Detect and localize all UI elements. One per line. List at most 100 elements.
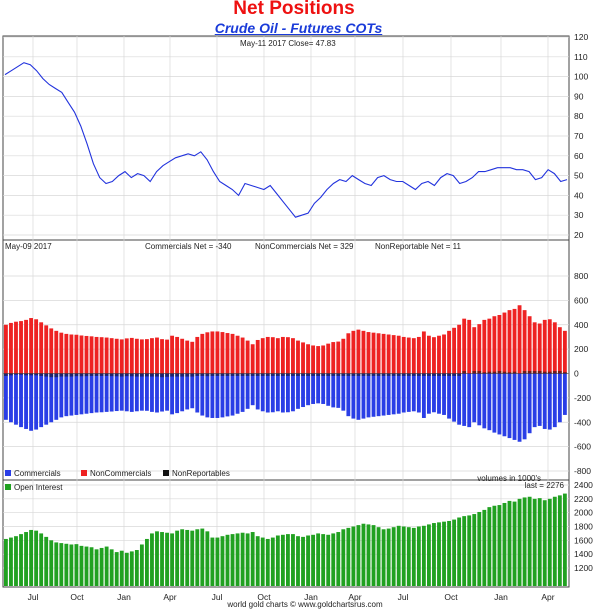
price-y-tick-label: 40 <box>574 190 584 200</box>
open-interest-bar <box>170 533 175 586</box>
commercials-bar <box>114 373 119 412</box>
open-interest-bar <box>356 525 361 586</box>
nonreportables-bar <box>532 371 537 374</box>
noncommercials-bar <box>457 324 462 374</box>
open-interest-bar <box>557 495 562 587</box>
commercials-bar <box>160 373 164 412</box>
noncommercials-bar <box>542 319 547 374</box>
nonreportables-bar <box>255 373 260 376</box>
commercials-bar <box>9 373 13 423</box>
noncommercials-bar <box>180 338 185 374</box>
nonreportables-bar <box>432 373 436 376</box>
noncommercials-bar <box>336 341 341 374</box>
price-panel-frame <box>2 35 570 241</box>
noncommercials-bar <box>452 327 457 374</box>
commercials-bar <box>104 373 109 412</box>
nonreportables-bar <box>195 373 200 376</box>
noncommercials-bar <box>477 324 482 374</box>
nonreportables-bar <box>39 373 44 376</box>
commercials-bar <box>542 373 547 429</box>
noncommercials-bar <box>250 344 255 374</box>
nonreportables-bar <box>265 373 270 376</box>
commercials-bar <box>210 373 215 418</box>
nonreportables-bar <box>4 373 8 376</box>
commercials-bar <box>396 373 401 414</box>
oi-y-tick-label: 1800 <box>574 522 593 532</box>
nonreportables-bar <box>180 373 185 377</box>
open-interest-bar <box>114 552 119 586</box>
commercials-bar <box>230 373 235 416</box>
nonreportables-bar <box>462 371 467 374</box>
commercials-bar <box>487 373 492 431</box>
commercials-bar <box>129 373 134 412</box>
open-interest-bar <box>507 500 512 586</box>
commercials-bar <box>150 373 154 412</box>
commercials-bar <box>215 373 220 418</box>
noncommercials-bar <box>84 335 89 374</box>
nonreportables-bar <box>502 371 507 374</box>
commercials-bar <box>124 373 129 412</box>
open-interest-bar <box>547 498 552 586</box>
noncommercials-bar <box>29 318 34 374</box>
open-interest-bar <box>260 537 265 586</box>
commercials-bar <box>547 373 552 430</box>
x-tick-label: Apr <box>348 592 361 602</box>
noncommercials-bar <box>356 329 361 374</box>
price-y-tick-label: 80 <box>574 111 584 121</box>
open-interest-bar <box>185 529 190 586</box>
axes: Jul Oct Jan Apr Jul Oct Jan Apr Jul Oct Jan Apr 20 30… <box>28 32 594 602</box>
oi-panel-frame <box>2 479 570 588</box>
open-interest-bar <box>396 525 401 586</box>
x-tick-label: Oct <box>70 592 84 602</box>
net-date-label: May-09 2017 <box>5 242 52 251</box>
chart-title: Net Positions <box>233 0 355 19</box>
open-interest-bar <box>119 550 124 586</box>
noncommercials-bar <box>109 338 114 374</box>
open-interest-bar <box>562 493 567 586</box>
nonreportables-bar <box>59 373 64 377</box>
nonreportables-bar <box>492 371 497 374</box>
commercials-bar <box>472 373 477 423</box>
nonreportables-bar <box>114 373 119 377</box>
noncommercials-bar <box>562 330 567 374</box>
nonreportables-bar <box>296 373 300 376</box>
noncommercials-bar <box>346 333 351 374</box>
commercials-bar <box>356 373 361 420</box>
noncommercials-bar <box>361 330 366 374</box>
open-interest-bar <box>89 547 94 586</box>
open-interest-bar <box>210 537 215 586</box>
commercials-bar <box>255 373 260 410</box>
commercials-bar <box>321 373 326 404</box>
open-interest-bar <box>215 537 220 586</box>
nonreportables-bar <box>562 372 567 374</box>
noncommercials-bar <box>170 335 175 374</box>
net-positions-panel <box>3 305 569 442</box>
commercials-bar <box>205 373 210 418</box>
open-interest-bar <box>44 536 49 587</box>
noncommercials-bar <box>260 338 265 374</box>
noncommercials-bar <box>54 330 59 374</box>
commercials-bar <box>270 373 275 413</box>
commercials-bar <box>74 373 79 415</box>
commercials-bar <box>275 373 280 412</box>
noncommercials-bar <box>9 322 13 374</box>
price-y-tick-label: 20 <box>574 230 584 240</box>
commercials-bar <box>190 373 195 409</box>
commercials-bar <box>467 373 472 428</box>
noncommercials-bar <box>94 336 99 374</box>
oi-y-tick-label: 1200 <box>574 563 593 573</box>
open-interest-bar <box>336 532 341 586</box>
noncommercials-bar <box>160 339 164 374</box>
noncommercials-bar <box>220 332 225 374</box>
open-interest-bar <box>406 527 411 586</box>
net-y-tick-label: 200 <box>574 344 588 354</box>
commercials-bar <box>311 373 316 404</box>
noncommercials-bar <box>341 338 346 374</box>
units-label: volumes in 1000's <box>477 474 541 483</box>
noncommercials-bar <box>114 338 119 374</box>
commercials-bar <box>421 373 426 418</box>
commercials-bar <box>4 373 8 420</box>
commercials-bar <box>109 373 114 412</box>
open-interest-bar <box>24 532 28 586</box>
price-y-tick-label: 70 <box>574 131 584 141</box>
